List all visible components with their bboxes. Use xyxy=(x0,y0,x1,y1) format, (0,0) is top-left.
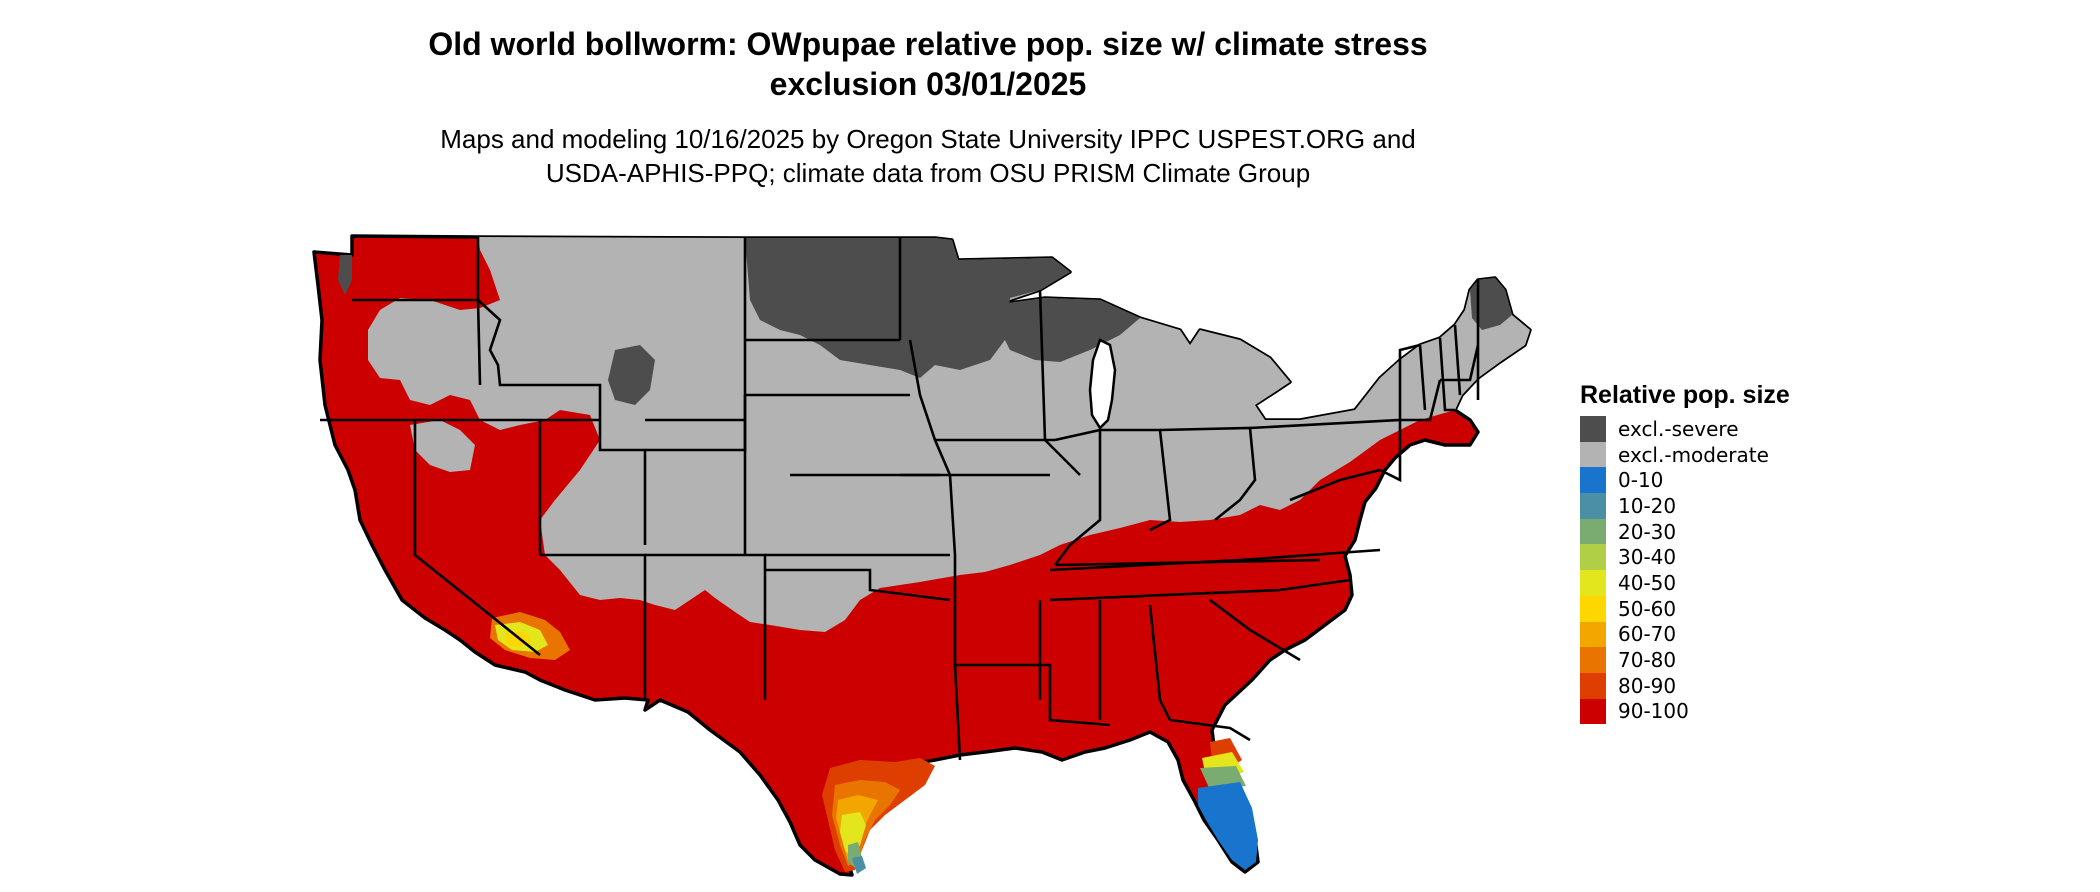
legend-item: 50-60 xyxy=(1580,595,1790,622)
legend-label: 0-10 xyxy=(1618,468,1664,493)
legend-swatch xyxy=(1580,698,1606,725)
legend-items: excl.-severe excl.-moderate 0-10 10-20 2… xyxy=(1580,416,1790,725)
legend-item: 10-20 xyxy=(1580,493,1790,519)
legend-item: 60-70 xyxy=(1580,621,1790,648)
lake-michigan xyxy=(1088,338,1117,431)
map-subtitle: Maps and modeling 10/16/2025 by Oregon S… xyxy=(0,122,1856,190)
map-title: Old world bollworm: OWpupae relative pop… xyxy=(0,24,1856,104)
legend-title: Relative pop. size xyxy=(1580,381,1790,409)
state-boundaries xyxy=(320,237,1480,761)
zone-excl-moderate xyxy=(368,237,1530,632)
legend-item: 20-30 xyxy=(1580,518,1790,545)
subtitle-line-2: USDA-APHIS-PPQ; climate data from OSU PR… xyxy=(545,158,1311,188)
legend-swatch xyxy=(1580,493,1606,519)
legend-swatch xyxy=(1580,416,1606,442)
legend-item: 80-90 xyxy=(1580,672,1790,699)
legend-swatch xyxy=(1580,595,1606,622)
legend-swatch xyxy=(1580,621,1606,648)
zone-south-texas xyxy=(822,758,935,874)
zone-southwest xyxy=(490,612,570,660)
legend-item: 0-10 xyxy=(1580,467,1790,494)
legend-label: 80-90 xyxy=(1618,673,1677,698)
legend-item: excl.-moderate xyxy=(1580,441,1790,468)
zone-excl-severe xyxy=(338,238,1512,405)
subtitle-line-1: Maps and modeling 10/16/2025 by Oregon S… xyxy=(440,124,1416,154)
title-line-1: Old world bollworm: OWpupae relative pop… xyxy=(428,26,1428,62)
legend-item: excl.-severe xyxy=(1580,416,1790,442)
legend: Relative pop. size excl.-severe excl.-mo… xyxy=(1580,380,1790,725)
legend-swatch xyxy=(1580,672,1606,699)
legend-swatch xyxy=(1580,647,1606,673)
legend-item: 40-50 xyxy=(1580,570,1790,596)
title-line-2: exclusion 03/01/2025 xyxy=(769,66,1087,102)
legend-swatch xyxy=(1580,570,1606,596)
legend-swatch xyxy=(1580,544,1606,571)
legend-swatch xyxy=(1580,518,1606,545)
legend-item: 90-100 xyxy=(1580,698,1790,725)
legend-label: 60-70 xyxy=(1618,622,1677,647)
legend-label: 10-20 xyxy=(1618,493,1677,518)
legend-label: 50-60 xyxy=(1618,596,1677,621)
legend-label: 40-50 xyxy=(1618,570,1677,595)
legend-label: excl.-severe xyxy=(1618,416,1739,441)
legend-swatch xyxy=(1580,441,1606,468)
legend-item: 70-80 xyxy=(1580,647,1790,673)
legend-swatch xyxy=(1580,467,1606,494)
legend-label: 20-30 xyxy=(1618,519,1677,544)
legend-label: 90-100 xyxy=(1618,699,1689,724)
zone-florida xyxy=(1198,738,1258,870)
legend-label: 70-80 xyxy=(1618,648,1677,673)
legend-label: 30-40 xyxy=(1618,545,1677,570)
legend-label: excl.-moderate xyxy=(1618,442,1769,467)
legend-item: 30-40 xyxy=(1580,544,1790,571)
